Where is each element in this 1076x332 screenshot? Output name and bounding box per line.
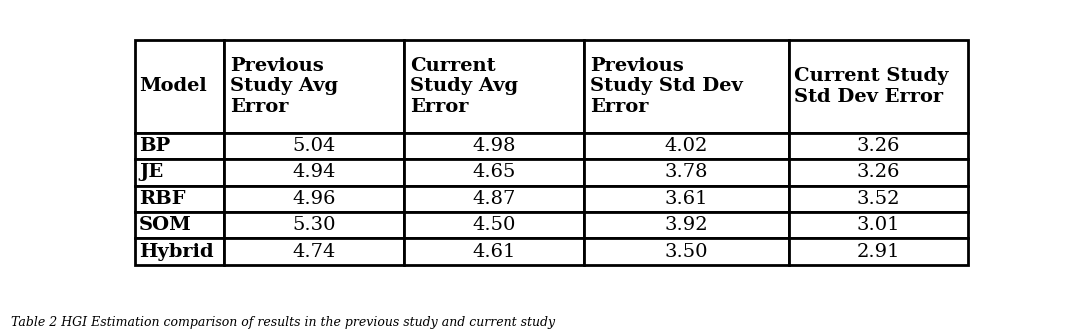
Text: Table 2 HGI Estimation comparison of results in the previous study and current s: Table 2 HGI Estimation comparison of res… [11,316,555,329]
